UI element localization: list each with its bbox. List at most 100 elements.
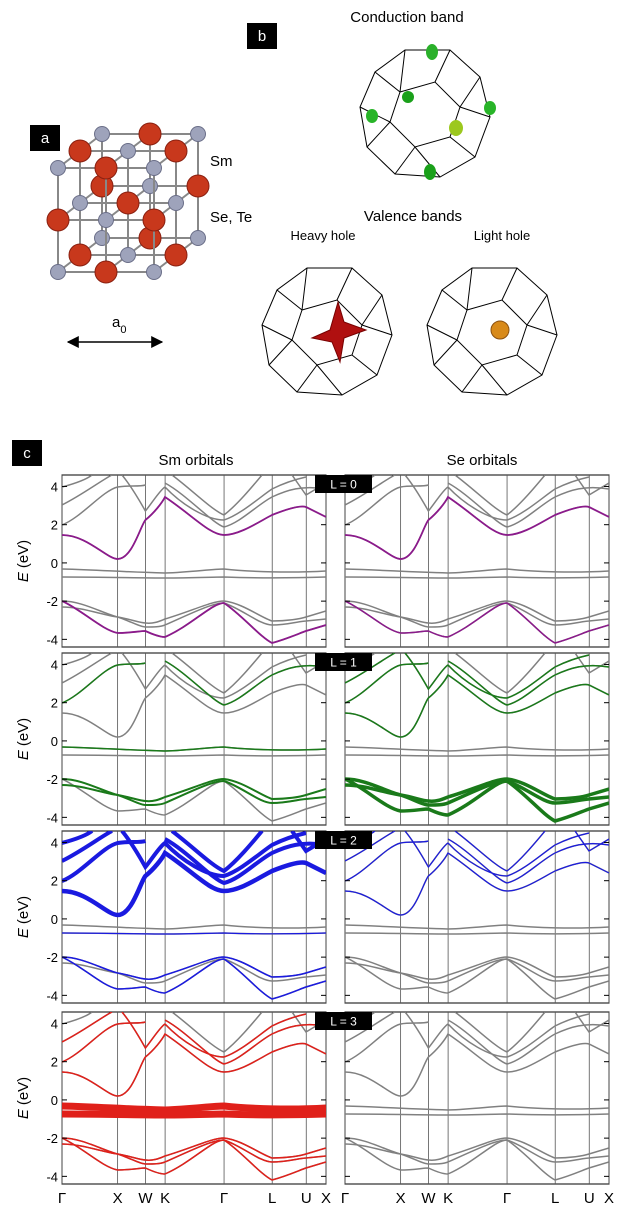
y-tick-label: 0 — [51, 912, 58, 927]
figure: a Sm Se, Te a0 b Conduction band Valence… — [0, 0, 628, 1211]
y-tick-label: 2 — [51, 518, 58, 533]
y-axis-symbol: E — [15, 1108, 32, 1119]
sm-atom — [121, 144, 136, 159]
y-axis-label: E (eV) — [15, 540, 32, 582]
row-label: L = 1 — [330, 656, 357, 670]
subtitle: Valence bands — [364, 208, 462, 225]
band-panel — [345, 653, 609, 825]
x-tick-label: Γ — [220, 1190, 228, 1207]
band-line — [345, 933, 609, 934]
se-atom — [187, 175, 209, 197]
y-tick-label: -2 — [46, 1131, 58, 1146]
panel-b: b Conduction band Valence bands Heavy ho… — [247, 9, 557, 395]
band-panel — [345, 475, 609, 647]
lattice-label: a0 — [112, 314, 126, 336]
sm-atom — [51, 161, 66, 176]
x-tick-label: L — [551, 1190, 559, 1207]
sm-atom — [121, 248, 136, 263]
se-atom — [143, 209, 165, 231]
band-line — [345, 755, 609, 756]
y-axis-label: E (eV) — [15, 896, 32, 938]
se-atom — [47, 209, 69, 231]
sm-atom — [147, 161, 162, 176]
sm-atom — [169, 196, 184, 211]
y-axis-unit: (eV) — [15, 896, 32, 924]
sm-atom — [95, 231, 110, 246]
band-line — [345, 1114, 609, 1115]
y-tick-label: -4 — [46, 632, 58, 647]
band-line — [62, 577, 326, 578]
projected-band — [62, 1106, 326, 1110]
sm-atom — [147, 265, 162, 280]
y-tick-label: 4 — [51, 835, 58, 850]
x-tick-label: X — [321, 1190, 331, 1207]
row-label: L = 0 — [330, 478, 357, 492]
x-tick-label: L — [268, 1190, 276, 1207]
se-atom — [139, 123, 161, 145]
y-tick-label: 4 — [51, 657, 58, 672]
column-title: Sm orbitals — [158, 452, 233, 469]
y-tick-label: 4 — [51, 1016, 58, 1031]
row-label: L = 2 — [330, 834, 357, 848]
x-tick-label: X — [604, 1190, 614, 1207]
y-axis-unit: (eV) — [15, 540, 32, 568]
x-tick-label: U — [301, 1190, 312, 1207]
y-tick-label: 0 — [51, 556, 58, 571]
projected-band — [62, 1114, 326, 1115]
panel-label: a — [41, 130, 50, 147]
row-label: L = 3 — [330, 1015, 357, 1029]
x-tick-label: U — [584, 1190, 595, 1207]
se-atom — [69, 244, 91, 266]
y-axis-unit: (eV) — [15, 1077, 32, 1105]
sm-atom — [191, 231, 206, 246]
panel-label: b — [258, 28, 266, 45]
se-atom — [165, 140, 187, 162]
x-tick-label: X — [396, 1190, 406, 1207]
pocket — [426, 44, 438, 60]
pocket — [366, 109, 378, 123]
lattice-subscript: 0 — [120, 324, 126, 336]
band-line — [345, 577, 609, 578]
crystal — [47, 123, 209, 283]
atom-label: Sm — [210, 153, 233, 170]
column-title: Se orbitals — [447, 452, 518, 469]
sm-atom — [73, 196, 88, 211]
x-tick-label: W — [421, 1190, 436, 1207]
band-line — [62, 755, 326, 756]
band-panel — [345, 831, 609, 1003]
y-tick-label: 4 — [51, 479, 58, 494]
y-axis-label: E (eV) — [15, 1077, 32, 1119]
y-axis-unit: (eV) — [15, 718, 32, 746]
y-axis-symbol: E — [15, 571, 32, 582]
band-panel: -4 -2 0 2 4 — [46, 1012, 326, 1184]
light-hole-pocket — [491, 321, 509, 339]
sm-atom — [51, 265, 66, 280]
subtitle: Conduction band — [350, 9, 463, 26]
y-tick-label: -4 — [46, 810, 58, 825]
atom-label: Se, Te — [210, 209, 252, 226]
se-atom — [95, 261, 117, 283]
subtitle: Heavy hole — [290, 228, 355, 243]
x-tick-label: K — [443, 1190, 453, 1207]
x-tick-label: Γ — [503, 1190, 511, 1207]
brillouin-zone — [360, 50, 490, 177]
subtitle: Light hole — [474, 228, 530, 243]
y-tick-label: 2 — [51, 696, 58, 711]
y-axis-symbol: E — [15, 927, 32, 938]
pocket — [424, 164, 436, 180]
band-panel: -4 -2 0 2 4 — [46, 831, 326, 1003]
y-tick-label: 0 — [51, 734, 58, 749]
heavy-hole-pocket — [312, 302, 366, 362]
y-tick-label: 2 — [51, 874, 58, 889]
y-tick-label: 0 — [51, 1093, 58, 1108]
y-tick-label: -4 — [46, 1169, 58, 1184]
y-tick-label: 2 — [51, 1055, 58, 1070]
pocket — [484, 101, 496, 115]
x-tick-label: Γ — [58, 1190, 66, 1207]
y-axis-symbol: E — [15, 749, 32, 760]
pocket — [449, 120, 463, 136]
pocket — [402, 91, 414, 103]
y-tick-label: -2 — [46, 950, 58, 965]
y-tick-label: -4 — [46, 988, 58, 1003]
